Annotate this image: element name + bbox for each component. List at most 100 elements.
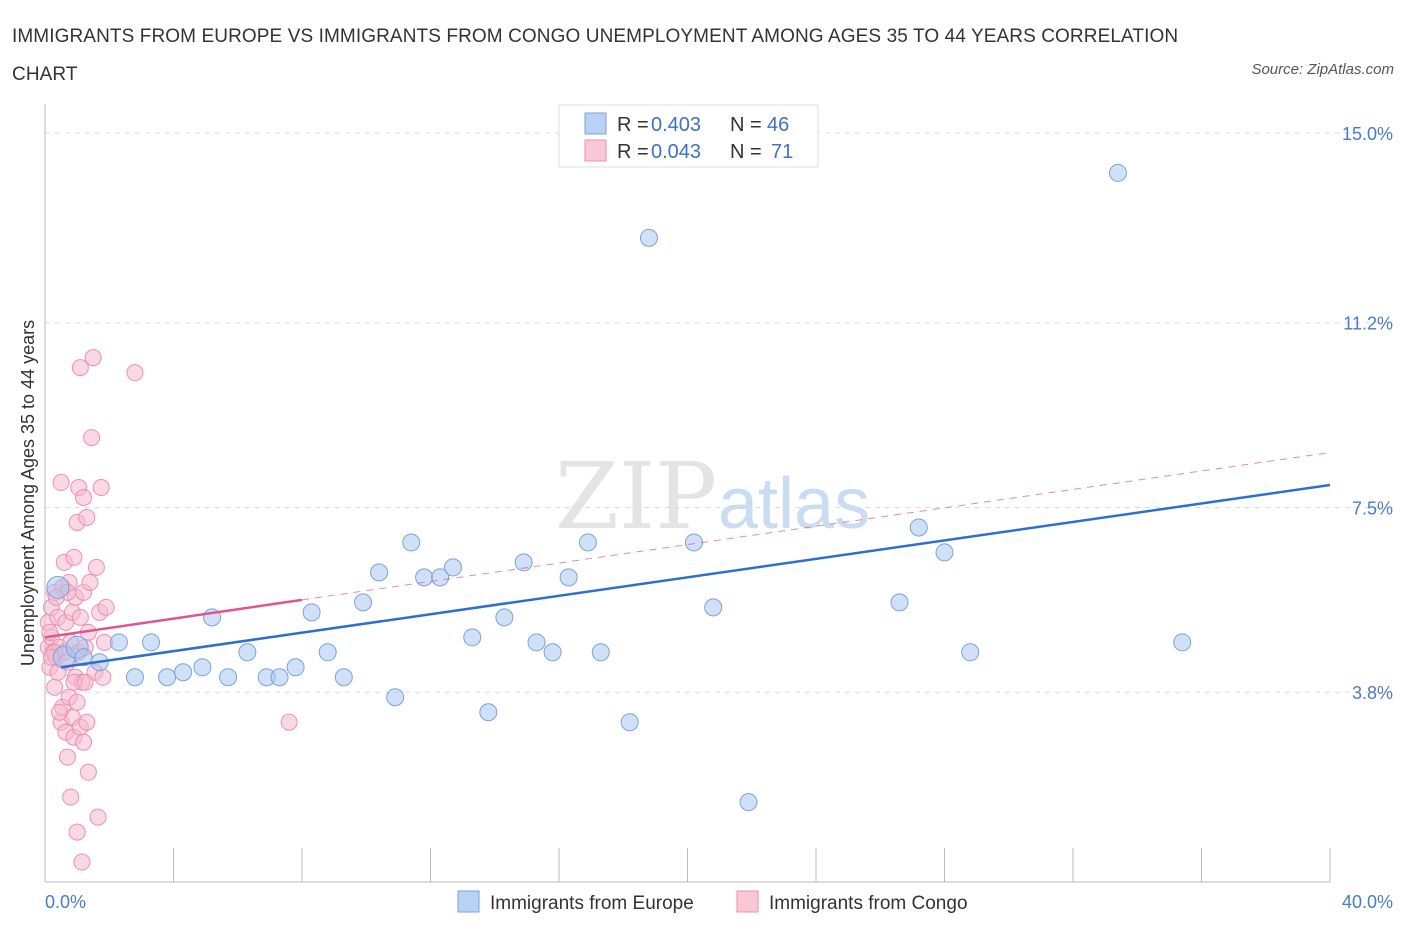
congo-point	[87, 558, 105, 576]
legend-europe-r-label: R =	[617, 114, 649, 136]
congo-point	[62, 788, 80, 806]
europe-point	[1173, 633, 1192, 652]
europe-point	[354, 593, 373, 612]
congo-point	[71, 608, 89, 626]
europe-point	[402, 533, 421, 552]
europe-point	[578, 533, 597, 552]
europe-point	[543, 643, 562, 662]
congo-point	[41, 623, 59, 641]
europe-point	[479, 703, 498, 722]
watermark-zip: ZIP	[555, 443, 717, 550]
europe-points	[46, 163, 1192, 812]
europe-point	[684, 533, 703, 552]
y-tick-labels: 3.8% 7.5% 11.2% 15.0%	[1342, 124, 1393, 703]
europe-point	[527, 633, 546, 652]
congo-point	[89, 808, 107, 826]
europe-point	[704, 598, 723, 617]
x-tick-label-min: 0.0%	[45, 892, 86, 912]
congo-points	[39, 349, 298, 871]
europe-point	[443, 558, 462, 577]
y-tick-label: 7.5%	[1352, 498, 1393, 518]
congo-trend-extension	[301, 452, 1331, 601]
europe-point	[909, 518, 928, 537]
congo-point	[79, 763, 97, 781]
y-tick-label: 3.8%	[1352, 683, 1393, 703]
europe-point	[74, 648, 93, 667]
congo-point	[92, 479, 110, 497]
congo-trendline	[44, 598, 303, 639]
europe-point	[270, 668, 289, 687]
x-tick-label-max: 40.0%	[1342, 892, 1393, 912]
congo-point	[78, 713, 96, 731]
europe-point	[559, 568, 578, 587]
europe-point	[961, 643, 980, 662]
legend-congo-swatch	[584, 139, 607, 162]
europe-point	[1108, 163, 1127, 182]
congo-point	[75, 733, 93, 751]
europe-point	[495, 608, 514, 627]
congo-point	[78, 508, 96, 526]
europe-point	[514, 553, 533, 572]
congo-point	[76, 673, 94, 691]
bottom-legend-europe-swatch	[457, 890, 480, 913]
europe-point	[109, 633, 128, 652]
congo-point	[280, 713, 298, 731]
legend-europe-r-value: 0.403	[651, 114, 701, 136]
congo-point	[58, 748, 76, 766]
europe-point	[158, 668, 177, 687]
source-label: Source: ZipAtlas.com	[1251, 61, 1394, 78]
congo-point	[71, 359, 89, 377]
trendlines	[44, 452, 1331, 669]
legend-europe-n-label: N =	[730, 114, 762, 136]
legend-europe-swatch	[584, 112, 607, 135]
europe-point	[125, 668, 144, 687]
congo-point	[83, 429, 101, 447]
europe-point	[142, 633, 161, 652]
bottom-legend-congo-swatch	[736, 890, 759, 913]
europe-point	[46, 575, 70, 599]
europe-point	[238, 643, 257, 662]
europe-point	[620, 713, 639, 732]
congo-point	[68, 693, 86, 711]
congo-point	[46, 678, 64, 696]
congo-point	[68, 823, 86, 841]
europe-point	[302, 603, 321, 622]
y-tick-label: 11.2%	[1343, 314, 1393, 334]
axes	[44, 104, 1331, 883]
correlation-legend: R = 0.403 N = 46 R = 0.043 N = 71	[558, 104, 819, 168]
europe-point	[370, 563, 389, 582]
legend-congo-n-value: 71	[771, 141, 793, 163]
europe-point	[890, 593, 909, 612]
legend-congo-r-label: R =	[617, 141, 649, 163]
europe-point	[639, 228, 658, 247]
congo-point	[126, 364, 144, 382]
congo-point	[75, 489, 93, 507]
europe-trendline	[60, 483, 1331, 669]
europe-point	[463, 628, 482, 647]
x-tick-labels: 0.0% 40.0%	[45, 892, 1393, 912]
europe-point	[318, 643, 337, 662]
europe-point	[739, 793, 758, 812]
europe-point	[334, 668, 353, 687]
europe-point	[386, 688, 405, 707]
series-legend: Immigrants from Europe Immigrants from C…	[457, 890, 968, 914]
europe-point	[431, 568, 450, 587]
congo-point	[50, 703, 68, 721]
europe-point	[219, 668, 238, 687]
congo-point	[84, 349, 102, 367]
watermark-atlas: atlas	[718, 464, 870, 544]
europe-point	[591, 643, 610, 662]
chart-title: IMMIGRANTS FROM EUROPE VS IMMIGRANTS FRO…	[12, 26, 1179, 85]
y-tick-label: 15.0%	[1342, 124, 1393, 144]
y-axis-label: Unemployment Among Ages 35 to 44 years	[18, 320, 38, 666]
congo-point	[97, 598, 115, 616]
europe-point	[286, 658, 305, 677]
europe-point	[193, 658, 212, 677]
europe-point	[174, 663, 193, 682]
europe-point	[935, 543, 954, 562]
congo-point	[94, 668, 112, 686]
congo-point	[65, 548, 83, 566]
congo-point	[81, 573, 99, 591]
bottom-legend-europe-label: Immigrants from Europe	[490, 893, 694, 914]
